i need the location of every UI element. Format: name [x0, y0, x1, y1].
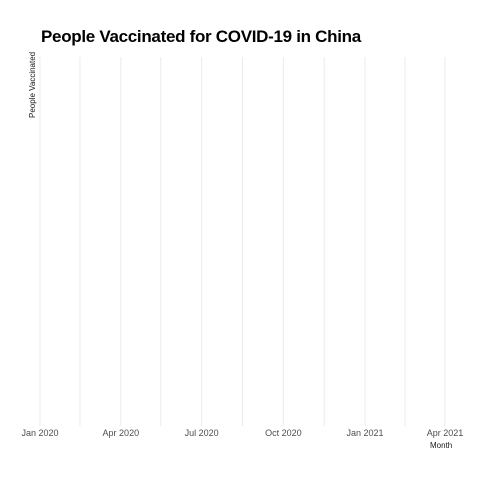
chart-title: People Vaccinated for COVID-19 in China	[41, 27, 361, 46]
x-tick-label: Jul 2020	[185, 428, 219, 438]
x-tick-label: Apr 2021	[427, 428, 464, 438]
x-tick-label: Jan 2020	[21, 428, 58, 438]
x-axis-label: Month	[430, 441, 453, 450]
x-tick-label: Oct 2020	[265, 428, 302, 438]
x-tick-label: Jan 2021	[347, 428, 384, 438]
x-tick-label: Apr 2020	[103, 428, 140, 438]
